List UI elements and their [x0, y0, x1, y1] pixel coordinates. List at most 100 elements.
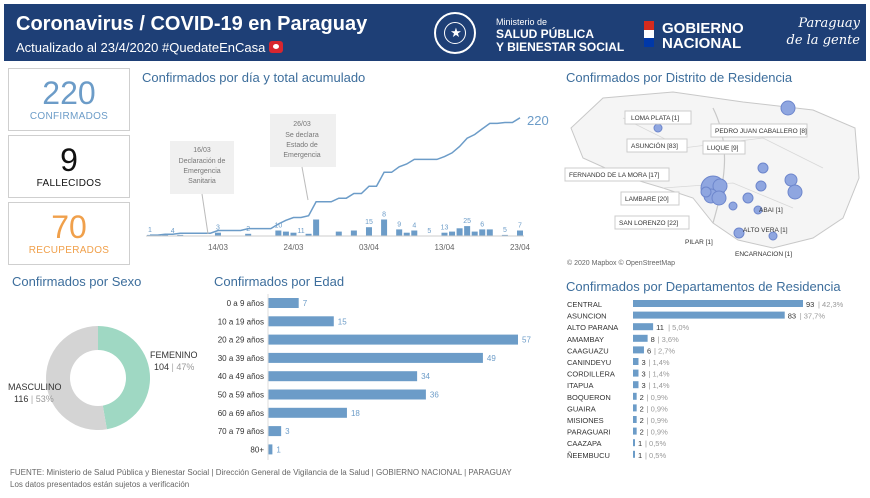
dep-value-9: 2	[640, 404, 644, 413]
dep-value-4: 6	[647, 346, 651, 355]
map-bubble-ciudad-del-este[interactable]	[787, 184, 803, 200]
daily-bar-17/04	[471, 231, 478, 236]
map-bubble-alto-parana[interactable]	[784, 173, 798, 187]
departamentos-chart-title: Confirmados por Departamentos de Residen…	[566, 279, 841, 294]
edad-label-7: 70 a 79 años	[218, 427, 264, 436]
edad-bar-8	[268, 444, 273, 455]
daily-bar-07/03	[162, 234, 169, 236]
annotation-emergencia-sanitaria: 16/03 Declaración de Emergencia Sanitari…	[170, 141, 234, 235]
kpi-confirmados-value: 220	[42, 75, 96, 111]
map-bubble-pilar[interactable]	[733, 227, 745, 239]
sexo-femenino-label: FEMENINO	[150, 350, 198, 360]
daily-bar-label-09/04: 4	[412, 223, 416, 230]
paraguay-slogan-logo: Paraguay de la gente	[776, 15, 861, 49]
dep-pct-8: | 0,9%	[647, 393, 668, 402]
map-label-abai: ABAI [1]	[759, 207, 783, 214]
daily-bar-label-22/03: 10	[274, 223, 282, 230]
annotation1-line2: Emergencia	[183, 168, 220, 175]
annotation1-line3: Sanitaria	[188, 178, 216, 185]
map-bubble-pedro-juan[interactable]	[780, 100, 796, 116]
dep-bar-5	[633, 358, 639, 365]
map-bubble-fernando-de-la-mora[interactable]	[700, 186, 712, 198]
edad-value-5: 36	[430, 391, 439, 400]
sexo-femenino-value: 104 | 47%	[154, 362, 194, 372]
edad-bar-5	[268, 389, 426, 400]
district-map-title: Confirmados por Distrito de Residencia	[566, 70, 793, 85]
map-label-fernando-de-la-mora: FERNANDO DE LA MORA [17]	[569, 172, 659, 179]
daily-bar-label-13/04: 13	[441, 225, 449, 232]
map-bubble-loma-plata[interactable]	[653, 123, 663, 133]
daily-bar-label-16/04: 25	[463, 218, 471, 225]
cumulative-line	[150, 117, 521, 236]
paraguay-flag-icon	[644, 21, 654, 47]
map-label-san-lorenzo: SAN LORENZO [22]	[619, 220, 678, 227]
edad-value-8: 1	[276, 445, 281, 454]
dep-label-5: CANINDEYU	[567, 358, 611, 367]
dep-label-12: CAAZAPA	[567, 439, 601, 448]
edad-value-1: 15	[338, 317, 347, 326]
page-title: Coronavirus / COVID-19 en Paraguay	[16, 13, 368, 35]
daily-bar-08/04	[403, 232, 410, 236]
departamentos-chart: CENTRAL 93 | 42,3%ASUNCION 83 | 37,7%ALTO PA…	[567, 300, 844, 460]
edad-label-8: 80+	[250, 445, 264, 454]
dep-pct-13: | 0,5%	[645, 451, 666, 460]
kpi-confirmados: 220 CONFIRMADOS	[8, 68, 130, 131]
edad-value-6: 18	[351, 409, 360, 418]
flag-red-stripe	[644, 21, 654, 30]
ministry-name: SALUD PÚBLICA Y BIENESTAR SOCIAL	[496, 28, 636, 54]
annotation2-line2: Estado de	[286, 142, 318, 149]
edad-value-7: 3	[285, 427, 290, 436]
annotation1-box	[170, 141, 234, 194]
map-bubble-encarnacion[interactable]	[768, 231, 778, 241]
dep-pct-6: | 1,4%	[648, 370, 669, 379]
map-river	[712, 107, 726, 224]
annotation1-pointer	[201, 193, 209, 235]
daily-bar-label-05/04: 8	[382, 212, 386, 219]
map-label-luque: LUQUE [9]	[707, 145, 739, 152]
edad-label-5: 50 a 59 años	[218, 391, 264, 400]
flag-blue-stripe	[644, 38, 654, 47]
dep-value-5: 3	[641, 358, 645, 367]
sexo-masculino-count: 116	[14, 394, 28, 404]
dep-label-3: AMAMBAY	[567, 335, 604, 344]
annotation2-line3: Emergencia	[283, 152, 320, 159]
dep-bar-3	[633, 334, 648, 342]
daily-bar-label-21/04: 5	[503, 227, 507, 234]
dep-value-6: 3	[641, 370, 645, 379]
sexo-masculino-pct: 53%	[36, 394, 54, 404]
edad-value-0: 7	[303, 299, 308, 308]
daily-bar-01/04	[350, 230, 357, 236]
map-bubble-paraguari[interactable]	[728, 201, 738, 211]
map-bubble-abai[interactable]	[755, 180, 767, 192]
map-bubble-alto-vera[interactable]	[753, 205, 763, 215]
annotation2-date: 26/03	[293, 121, 311, 128]
dep-pct-9: | 0,9%	[647, 404, 668, 413]
map-bubble-cordillera[interactable]	[742, 192, 754, 204]
edad-label-1: 10 a 19 años	[218, 317, 264, 326]
daily-bar-16/04	[464, 226, 471, 236]
sexo-masculino-value: 116 | 53%	[14, 394, 54, 404]
dep-label-2: ALTO PARANA	[567, 323, 618, 332]
header-banner: Coronavirus / COVID-19 en Paraguay Actua…	[4, 4, 866, 61]
district-map[interactable]: LOMA PLATA [1] PEDRO JUAN CABALLERO [8] …	[563, 88, 863, 268]
annotation2-box	[270, 114, 336, 167]
map-bubble-caaguazu[interactable]	[757, 162, 769, 174]
daily-x-ticks: 14/03 24/03 03/04 13/04 23/04	[146, 235, 531, 252]
daily-chart-title: Confirmados por día y total acumulado	[142, 70, 366, 85]
daily-bar-30/03	[335, 231, 342, 236]
sexo-chart-title: Confirmados por Sexo	[12, 274, 142, 289]
daily-chart: 220 14/03 24/03 03/04 13/04 23/04 16/03 Decl…	[146, 113, 549, 252]
kpi-confirmados-label: CONFIRMADOS	[29, 111, 109, 122]
map-bubble-san-lorenzo[interactable]	[711, 190, 727, 206]
update-subtitle: Actualizado al 23/4/2020 #QuedateEnCasa	[16, 40, 284, 55]
edad-bar-1	[268, 316, 334, 327]
dep-bar-12	[633, 439, 635, 447]
dep-bar-7	[633, 381, 639, 389]
edad-label-2: 20 a 29 años	[218, 336, 264, 345]
seal-inner-ring: ★	[444, 22, 466, 44]
daily-bar-label-18/03: 2	[246, 226, 250, 233]
daily-bar-19/04	[486, 229, 493, 236]
dep-label-11: PARAGUARI	[567, 428, 611, 437]
kpi-fallecidos-value: 9	[60, 142, 78, 178]
dep-label-0: CENTRAL	[567, 300, 602, 309]
